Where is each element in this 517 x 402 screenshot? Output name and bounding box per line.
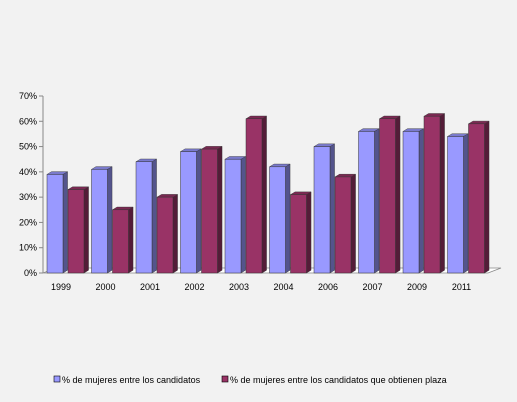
y-tick-label: 70% xyxy=(19,91,37,101)
y-tick-label: 20% xyxy=(19,217,37,227)
y-tick-label: 0% xyxy=(24,268,37,278)
bar-side xyxy=(128,206,134,274)
legend-swatch xyxy=(221,375,229,383)
bar xyxy=(46,174,64,274)
x-tick-label: 2000 xyxy=(95,282,115,292)
x-tick-label: 2006 xyxy=(318,282,338,292)
bar xyxy=(402,131,420,274)
bar xyxy=(245,118,263,274)
bar-series-1 xyxy=(268,163,291,274)
bar-side xyxy=(306,191,312,274)
bar-side xyxy=(374,128,380,274)
bar-series-1 xyxy=(402,128,425,274)
bar xyxy=(224,158,242,274)
bar xyxy=(447,136,464,274)
x-tick-label: 2001 xyxy=(140,282,160,292)
y-tick-label: 40% xyxy=(19,167,37,177)
bar-series-2 xyxy=(200,145,223,274)
bar-side xyxy=(463,133,469,274)
x-tick-label: 2011 xyxy=(452,282,471,292)
bar-series-2 xyxy=(67,186,90,274)
bar-side xyxy=(107,166,113,274)
bar-side xyxy=(484,120,490,274)
bar-side xyxy=(329,143,335,274)
bar xyxy=(135,161,153,274)
bar xyxy=(313,146,331,274)
bar-series-1 xyxy=(46,171,69,274)
ticks: 0% 10% 20% 30% 40% 50% 60% 70% 1999 2000 2001 2002 2… xyxy=(19,91,471,292)
bar-side xyxy=(395,115,401,274)
bar-side xyxy=(151,158,157,274)
bar-side xyxy=(196,148,202,274)
legend: % de mujeres entre los candidatos % de mu… xyxy=(53,375,447,385)
y-tick-label: 50% xyxy=(19,142,37,152)
legend-swatch xyxy=(53,375,61,383)
bar xyxy=(156,196,174,274)
bar-series-1 xyxy=(179,148,202,274)
bar-side xyxy=(240,156,246,274)
bar-series-1 xyxy=(446,133,469,274)
bar-series-2 xyxy=(467,120,490,274)
bar xyxy=(269,166,286,274)
bar-side xyxy=(217,145,223,274)
bars xyxy=(46,113,490,274)
x-tick-label: 1999 xyxy=(51,282,71,292)
legend-label: % de mujeres entre los candidatos que ob… xyxy=(230,375,447,385)
bar xyxy=(290,194,307,274)
bar xyxy=(358,131,375,274)
bar xyxy=(91,169,108,274)
bar-side xyxy=(350,173,356,274)
bar-side xyxy=(418,128,424,274)
bar xyxy=(201,148,218,274)
x-tick-label: 2004 xyxy=(273,282,293,292)
bar-series-2 xyxy=(245,115,268,274)
bar-series-1 xyxy=(313,143,336,274)
bar xyxy=(334,176,352,274)
bar xyxy=(379,118,396,274)
bar-side xyxy=(439,113,445,274)
bar-side xyxy=(285,163,291,274)
bar xyxy=(67,189,85,274)
bar xyxy=(180,151,197,274)
bar-series-2 xyxy=(334,173,357,274)
bar-series-1 xyxy=(135,158,158,274)
y-tick-label: 10% xyxy=(19,243,37,253)
bar-side xyxy=(261,115,267,274)
bar-series-2 xyxy=(423,113,446,274)
bar-series-1 xyxy=(90,166,113,274)
bar-series-2 xyxy=(111,206,134,274)
x-tick-label: 2002 xyxy=(184,282,204,292)
bar-series-1 xyxy=(357,128,380,274)
bar xyxy=(423,115,441,274)
bar-side xyxy=(83,186,89,274)
y-tick-label: 60% xyxy=(19,116,37,126)
bar-series-2 xyxy=(378,115,401,274)
x-tick-label: 2009 xyxy=(407,282,427,292)
bar-side xyxy=(172,194,178,274)
x-tick-label: 2007 xyxy=(362,282,382,292)
bar xyxy=(468,123,485,274)
bar-series-2 xyxy=(289,191,312,274)
bar-series-1 xyxy=(224,156,247,274)
bar-series-2 xyxy=(156,194,179,274)
x-tick-label: 2003 xyxy=(229,282,249,292)
bar xyxy=(112,209,129,274)
legend-label: % de mujeres entre los candidatos xyxy=(62,375,201,385)
bar-side xyxy=(62,171,68,274)
y-tick-label: 30% xyxy=(19,192,37,202)
